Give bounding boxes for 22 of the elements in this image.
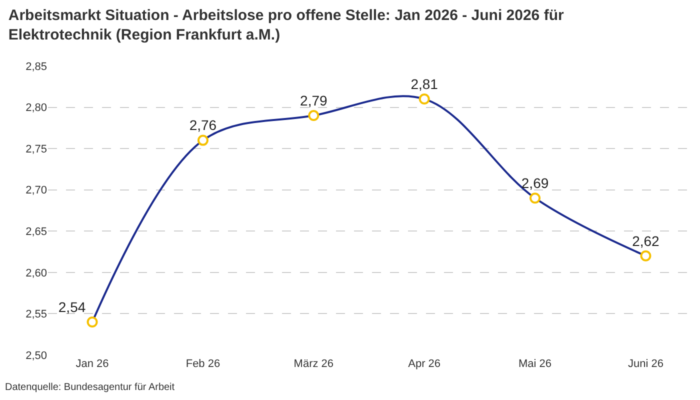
y-tick-label: 2,70 [26,184,47,197]
chart-title: Arbeitsmarkt Situation - Arbeitslose pro offene Stelle: Jan 2026 - Juni 2026 für Elektrotechnik (Region Frankfurt a.M.) [8,7,564,44]
y-tick-label: 2,80 [26,102,47,114]
data-label: 2,62 [632,232,660,249]
data-label: 2,54 [58,298,86,315]
data-label: 2,76 [189,117,217,134]
x-tick-label: März 26 [294,358,334,370]
y-tick-label: 2,55 [26,308,47,321]
data-label: 2,79 [300,92,328,108]
x-tick-label: Feb 26 [186,358,220,370]
y-tick-label: 2,75 [26,143,47,156]
y-tick-label: 2,85 [26,60,47,73]
x-tick-label: Juni 26 [628,358,664,370]
text: Datenquelle: Bundesagentur für Arbeit [5,382,175,393]
data-label: 2,69 [521,174,549,191]
y-tick-label: 2,65 [26,226,47,238]
y-tick-label: 2,50 [26,350,47,362]
x-tick-label: Mai 26 [518,358,552,370]
x-tick-label: Apr 26 [408,358,441,370]
data-label: 2,81 [410,76,438,92]
x-tick-label: Jan 26 [76,358,109,370]
y-tick-label: 2,60 [26,267,47,280]
